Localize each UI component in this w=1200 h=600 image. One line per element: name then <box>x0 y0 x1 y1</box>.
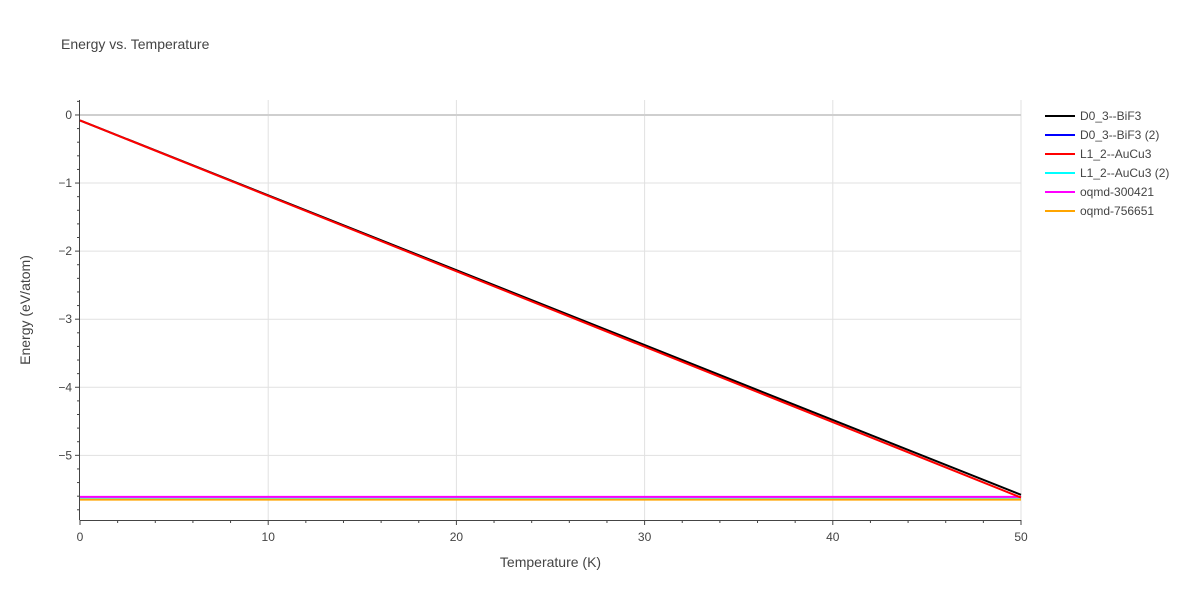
x-tick-label: 40 <box>826 530 840 544</box>
legend-label: oqmd-756651 <box>1080 203 1155 218</box>
legend-swatch <box>1045 209 1075 212</box>
legend-item[interactable]: L1_2--AuCu3 <box>1040 144 1169 163</box>
y-tick-label: −2 <box>58 244 72 258</box>
legend-label: D0_3--BiF3 <box>1080 108 1142 123</box>
y-tick-label: 0 <box>65 108 72 122</box>
y-tick-label: −4 <box>58 380 72 394</box>
x-tick-label: 50 <box>1014 530 1028 544</box>
tick-label-layer: 0 10 20 30 40 50 0 −1 −2 −3 −4 −5 <box>58 108 1028 544</box>
y-tick-label: −1 <box>58 176 72 190</box>
series-layer <box>79 119 1022 501</box>
legend-label: D0_3--BiF3 (2) <box>1080 127 1160 142</box>
legend-label: oqmd-300421 <box>1080 184 1155 199</box>
legend-swatch <box>1045 114 1075 117</box>
legend-item[interactable]: oqmd-756651 <box>1040 201 1169 220</box>
y-tick-label: −3 <box>58 312 72 326</box>
series-line <box>79 119 1022 499</box>
legend-item[interactable]: D0_3--BiF3 (2) <box>1040 125 1169 144</box>
legend: D0_3--BiF3 D0_3--BiF3 (2) L1_2--AuCu3 L1… <box>1040 106 1169 220</box>
y-axis-title: Energy (eV/atom) <box>17 255 33 365</box>
legend-swatch <box>1045 190 1075 193</box>
legend-item[interactable]: L1_2--AuCu3 (2) <box>1040 163 1169 182</box>
grid-layer <box>80 100 1022 520</box>
x-tick-label: 0 <box>77 530 84 544</box>
chart-title: Energy vs. Temperature <box>61 36 210 52</box>
x-tick-label: 20 <box>450 530 464 544</box>
legend-swatch <box>1045 171 1075 174</box>
axis-layer <box>75 100 1022 525</box>
legend-label: L1_2--AuCu3 (2) <box>1080 165 1170 180</box>
legend-label: L1_2--AuCu3 <box>1080 146 1152 161</box>
legend-swatch <box>1045 152 1075 155</box>
legend-item[interactable]: oqmd-300421 <box>1040 182 1169 201</box>
y-tick-label: −5 <box>58 448 72 462</box>
legend-item[interactable]: D0_3--BiF3 <box>1040 106 1169 125</box>
x-axis-title: Temperature (K) <box>499 554 602 570</box>
x-tick-label: 10 <box>262 530 276 544</box>
x-tick-label: 30 <box>638 530 652 544</box>
legend-swatch <box>1045 133 1075 136</box>
